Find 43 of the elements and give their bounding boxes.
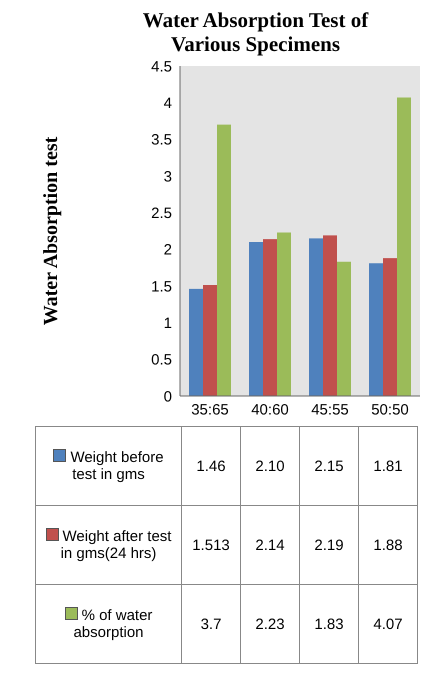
y-tick-label: 0.5 (151, 352, 172, 369)
chart-title: Water Absorption Test of Various Specimens (142, 7, 370, 56)
data-label: 1.81 (358, 426, 418, 506)
legend-label: Weight before test in gms (69, 449, 164, 483)
bar (277, 232, 291, 396)
y-tick-label: 0 (164, 388, 172, 406)
data-label: 3.7 (182, 584, 240, 664)
x-tick-label: 50:50 (371, 402, 409, 419)
data-label: 2.10 (240, 426, 300, 506)
data-label: 2.19 (300, 506, 358, 584)
data-label: 4.07 (358, 584, 418, 664)
bar (397, 98, 411, 396)
y-tick-label: 3 (164, 168, 172, 186)
data-label: 1.88 (358, 506, 418, 584)
bar (383, 258, 397, 396)
bar (337, 262, 351, 396)
y-tick-label: 1 (164, 314, 172, 332)
bar (249, 242, 263, 396)
x-tick-label: 45:55 (311, 402, 349, 419)
y-tick-label: 4.5 (151, 58, 172, 76)
y-tick-label: 2.5 (151, 204, 172, 222)
x-tick-label: 40:60 (251, 402, 289, 419)
data-label: 2.15 (300, 426, 358, 506)
data-label: 1.46 (182, 426, 240, 506)
bar (217, 124, 231, 396)
data-label: 2.23 (240, 584, 300, 664)
y-tick-label: 3.5 (151, 132, 172, 149)
bar (309, 238, 323, 396)
y-tick-label: 2 (164, 242, 172, 259)
data-label: 2.14 (240, 506, 300, 584)
y-tick-label: 4 (164, 94, 172, 112)
y-axis-title: Water Absorption test (40, 136, 62, 326)
data-label: 1.83 (300, 584, 358, 664)
legend-label: % of water absorption (72, 607, 152, 641)
x-tick-label: 35:65 (191, 402, 229, 419)
legend-label: Weight after test in gms(24 hrs) (60, 528, 172, 562)
bar (323, 235, 337, 396)
data-label: 1.513 (182, 506, 240, 584)
bar (369, 263, 383, 396)
bar (203, 285, 217, 396)
bar (189, 288, 203, 396)
bar (263, 239, 277, 396)
y-tick-label: 1.5 (151, 278, 172, 296)
